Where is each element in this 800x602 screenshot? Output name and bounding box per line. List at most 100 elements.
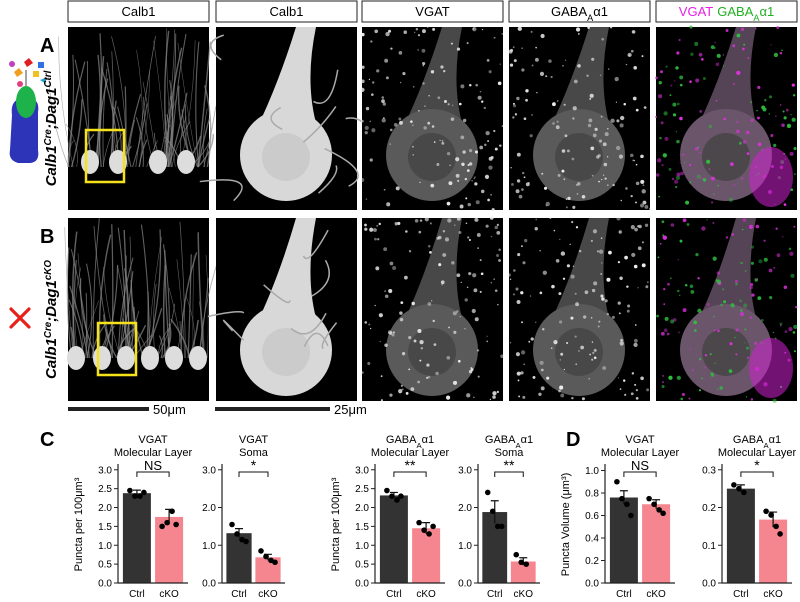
micrograph-feature — [681, 392, 685, 397]
micrograph-feature — [481, 28, 484, 31]
chart-title: VGAT — [138, 434, 167, 446]
micrograph-feature — [716, 53, 721, 58]
data-point — [489, 508, 496, 515]
data-point — [741, 489, 747, 496]
micrograph-feature — [598, 320, 601, 323]
micrograph-feature — [365, 106, 370, 111]
micrograph-feature — [710, 45, 715, 50]
micrograph-feature — [530, 337, 534, 341]
micrograph-feature — [689, 80, 692, 83]
micrograph-feature — [374, 29, 379, 34]
micrograph-feature — [381, 96, 385, 99]
data-point — [394, 497, 400, 503]
micrograph-feature — [377, 238, 380, 241]
micrograph-feature — [492, 395, 496, 399]
header-label: VGAT — [415, 4, 449, 19]
micrograph-feature — [680, 397, 684, 401]
text-run: Cre — [43, 129, 54, 146]
micrograph-feature — [98, 234, 112, 359]
micrograph-feature — [153, 40, 167, 168]
micrograph-feature — [488, 70, 492, 74]
micrograph-feature — [385, 31, 390, 37]
micrograph-feature — [647, 281, 649, 283]
micrograph-feature — [689, 181, 692, 184]
micrograph-feature — [496, 253, 500, 257]
micrograph-feature — [689, 284, 694, 289]
micrograph-feature — [311, 259, 330, 297]
micrograph-feature — [511, 183, 514, 186]
micrograph-feature — [657, 158, 662, 163]
micrograph-feature — [587, 26, 590, 29]
micrograph-feature — [394, 222, 399, 226]
micrograph-feature — [389, 128, 393, 132]
micrograph-feature — [789, 251, 794, 256]
micrograph-feature — [117, 227, 127, 359]
micrograph-feature — [713, 46, 716, 49]
micrograph-feature — [590, 316, 593, 319]
micrograph-feature — [468, 369, 473, 374]
header-box — [655, 0, 798, 23]
micrograph-feature — [631, 252, 636, 258]
micrograph-feature — [756, 278, 759, 280]
text-run: GABA — [386, 434, 417, 446]
micrograph-feature — [684, 283, 688, 287]
micrograph-feature — [480, 272, 484, 276]
micrograph-feature — [645, 285, 649, 289]
micrograph-feature — [538, 392, 542, 396]
micrograph-feature — [132, 103, 148, 168]
y-tick-label: 2.0 — [355, 503, 369, 514]
micrograph-feature — [302, 105, 337, 143]
micrograph-feature — [575, 302, 579, 307]
micrograph-feature — [290, 312, 327, 335]
micrograph-feature — [682, 153, 685, 156]
text-run: Ctrl — [43, 70, 54, 87]
micrograph-feature — [475, 83, 479, 87]
micrograph-feature — [660, 331, 665, 336]
data-point — [646, 495, 652, 502]
bar — [482, 512, 508, 583]
micrograph-feature — [467, 236, 470, 239]
micrograph-feature — [670, 223, 675, 227]
micrograph-feature — [539, 360, 544, 365]
micrograph-feature — [402, 72, 406, 76]
micrograph-feature — [518, 395, 521, 398]
micrograph-feature — [361, 65, 365, 69]
micrograph-feature — [712, 256, 717, 261]
y-tick-label: 0.0 — [98, 579, 112, 590]
micrograph-feature — [168, 92, 188, 168]
micrograph-feature — [514, 113, 518, 116]
micrograph-feature — [662, 234, 665, 237]
chart-subtitle: Soma — [239, 447, 269, 459]
micrograph-feature — [103, 314, 118, 359]
micrograph-feature — [786, 123, 792, 129]
micrograph-feature — [383, 188, 386, 191]
micrograph-feature — [411, 301, 415, 306]
micrograph-feature — [638, 224, 642, 229]
micrograph-feature — [620, 115, 625, 121]
micrograph-feature — [572, 265, 575, 267]
micrograph-feature — [524, 238, 528, 243]
micrograph-feature — [462, 118, 467, 123]
micrograph-feature — [389, 143, 392, 145]
micrograph-feature — [93, 226, 113, 359]
data-point — [777, 531, 783, 537]
micrograph-feature — [168, 287, 183, 359]
micrograph-feature — [508, 49, 513, 54]
micrograph-feature — [745, 396, 748, 398]
text-run: Calb1 — [270, 4, 304, 19]
micrograph-feature — [743, 303, 748, 308]
micrograph-feature — [484, 174, 490, 180]
micrograph-feature — [733, 306, 735, 308]
micrograph-feature — [675, 185, 678, 189]
micrograph-feature — [474, 217, 479, 222]
micrograph-feature — [545, 204, 548, 207]
micrograph-feature — [578, 249, 582, 253]
micrograph-feature — [736, 70, 741, 76]
micrograph-feature — [372, 81, 375, 84]
micrograph-feature — [640, 203, 644, 208]
micrograph-feature — [719, 386, 723, 390]
bar — [510, 561, 536, 583]
y-axis-label: Puncta per 100μm³ — [73, 477, 85, 571]
micrograph-feature — [48, 76, 69, 168]
micrograph-feature — [593, 356, 597, 360]
